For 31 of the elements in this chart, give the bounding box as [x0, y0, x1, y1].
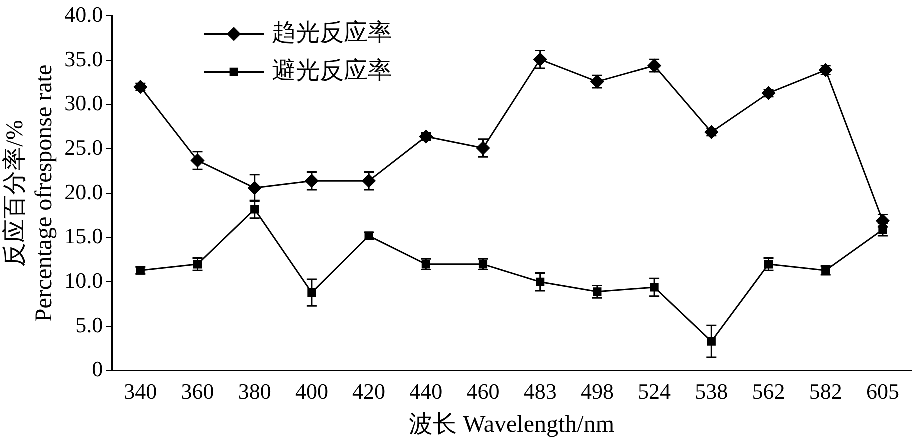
y-tick-label: 35.0 [64, 46, 104, 72]
legend-label: 避光反应率 [272, 57, 392, 84]
y-tick-label: 25.0 [64, 134, 104, 160]
point [704, 126, 718, 140]
point [419, 130, 433, 144]
x-tick-label: 420 [352, 378, 386, 404]
x-tick-label: 582 [809, 378, 842, 404]
x-tick-label: 562 [752, 378, 786, 404]
x-tick-label: 440 [410, 378, 443, 404]
x-tick-label: 605 [866, 378, 900, 404]
x-axis-title: 波长 Wavelength/nm [409, 412, 615, 438]
y-tick-label: 0 [92, 356, 104, 382]
x-tick-label: 340 [124, 378, 158, 404]
x-tick-label: 524 [638, 378, 672, 404]
y-tick-label: 40.0 [64, 2, 104, 27]
x-tick-label: 360 [181, 378, 214, 404]
y-axis-title: 反应百分率/% Percentage ofresponse rate [2, 64, 58, 322]
x-tick-label: 498 [580, 378, 614, 404]
y-tick-label: 20.0 [64, 179, 104, 204]
point [762, 86, 776, 100]
x-tick-label: 538 [695, 378, 728, 404]
y-tick-label: 15.0 [64, 224, 104, 249]
x-tick-label: 380 [238, 378, 272, 404]
x-tick-label: 400 [295, 378, 328, 404]
x-tick-label: 460 [466, 378, 500, 404]
legend-label: 趋光反应率 [272, 19, 392, 46]
x-tick-label: 483 [524, 378, 557, 404]
y-tick-label: 30.0 [64, 90, 104, 116]
y-tick-label: 10.0 [64, 268, 104, 293]
y-tick-label: 5.0 [76, 312, 104, 338]
point [134, 80, 148, 94]
